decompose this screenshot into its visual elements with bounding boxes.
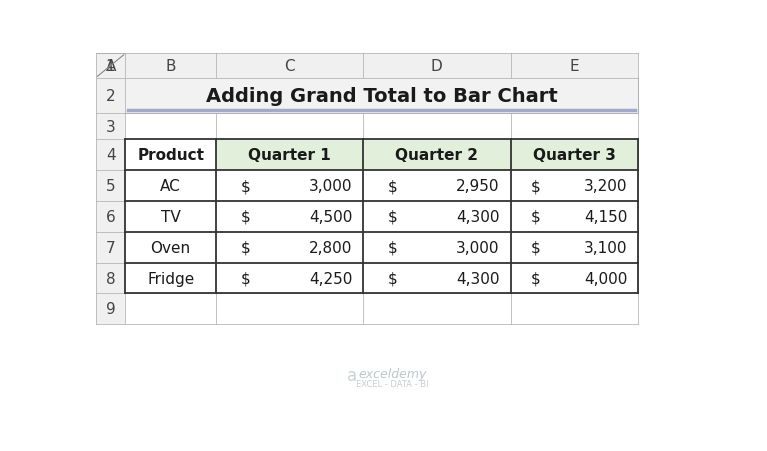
Text: E: E xyxy=(570,59,579,74)
Bar xyxy=(96,202,125,232)
Text: 4,250: 4,250 xyxy=(309,271,352,286)
Text: a: a xyxy=(347,366,357,384)
Bar xyxy=(96,232,125,263)
Text: TV: TV xyxy=(161,210,180,225)
Text: Adding Grand Total to Bar Chart: Adding Grand Total to Bar Chart xyxy=(206,87,558,106)
Text: AC: AC xyxy=(160,179,181,194)
Bar xyxy=(96,140,125,171)
Text: Quarter 3: Quarter 3 xyxy=(533,148,616,163)
Text: exceldemy: exceldemy xyxy=(358,367,427,380)
Text: 4,300: 4,300 xyxy=(456,210,499,225)
Bar xyxy=(96,171,125,202)
Text: C: C xyxy=(285,59,295,74)
Text: Fridge: Fridge xyxy=(147,271,194,286)
Bar xyxy=(125,79,638,114)
Text: Quarter 1: Quarter 1 xyxy=(249,148,331,163)
Text: Quarter 2: Quarter 2 xyxy=(395,148,479,163)
Text: 2,800: 2,800 xyxy=(309,240,352,255)
Text: 3: 3 xyxy=(106,120,116,134)
Text: 4,000: 4,000 xyxy=(584,271,627,286)
Text: $: $ xyxy=(532,210,541,225)
Text: $: $ xyxy=(241,210,250,225)
Text: $: $ xyxy=(388,240,397,255)
Text: 2: 2 xyxy=(106,89,115,104)
Text: 1: 1 xyxy=(106,59,115,74)
Text: 3,100: 3,100 xyxy=(584,240,627,255)
Bar xyxy=(125,79,638,114)
Text: Oven: Oven xyxy=(150,240,191,255)
Text: 3,200: 3,200 xyxy=(584,179,627,194)
Text: 4,300: 4,300 xyxy=(456,271,499,286)
Text: $: $ xyxy=(532,240,541,255)
Text: EXCEL - DATA - BI: EXCEL - DATA - BI xyxy=(357,379,429,388)
Bar xyxy=(125,140,216,171)
Text: 6: 6 xyxy=(106,210,116,225)
Text: 3,000: 3,000 xyxy=(456,240,499,255)
Bar xyxy=(96,79,125,114)
Bar xyxy=(96,294,125,325)
Text: 3,000: 3,000 xyxy=(309,179,352,194)
Text: Product: Product xyxy=(137,148,204,163)
Bar xyxy=(96,114,125,140)
Bar xyxy=(216,140,364,171)
Text: A: A xyxy=(105,59,116,74)
Text: $: $ xyxy=(532,271,541,286)
Text: 9: 9 xyxy=(106,302,116,317)
Text: 7: 7 xyxy=(106,240,115,255)
Text: $: $ xyxy=(532,179,541,194)
Text: $: $ xyxy=(388,210,397,225)
Text: B: B xyxy=(166,59,176,74)
Bar xyxy=(96,263,125,294)
Bar xyxy=(511,140,638,171)
Text: 4: 4 xyxy=(106,148,115,163)
Text: 4,150: 4,150 xyxy=(584,210,627,225)
Text: $: $ xyxy=(241,179,250,194)
Text: $: $ xyxy=(241,271,250,286)
Bar xyxy=(96,54,638,79)
Text: 4,500: 4,500 xyxy=(309,210,352,225)
Text: $: $ xyxy=(388,179,397,194)
Bar xyxy=(364,140,511,171)
Text: $: $ xyxy=(388,271,397,286)
Text: 5: 5 xyxy=(106,179,115,194)
Text: 8: 8 xyxy=(106,271,115,286)
Text: 2,950: 2,950 xyxy=(456,179,499,194)
Bar xyxy=(96,54,125,79)
Text: $: $ xyxy=(241,240,250,255)
Bar xyxy=(125,140,638,294)
Text: D: D xyxy=(431,59,443,74)
